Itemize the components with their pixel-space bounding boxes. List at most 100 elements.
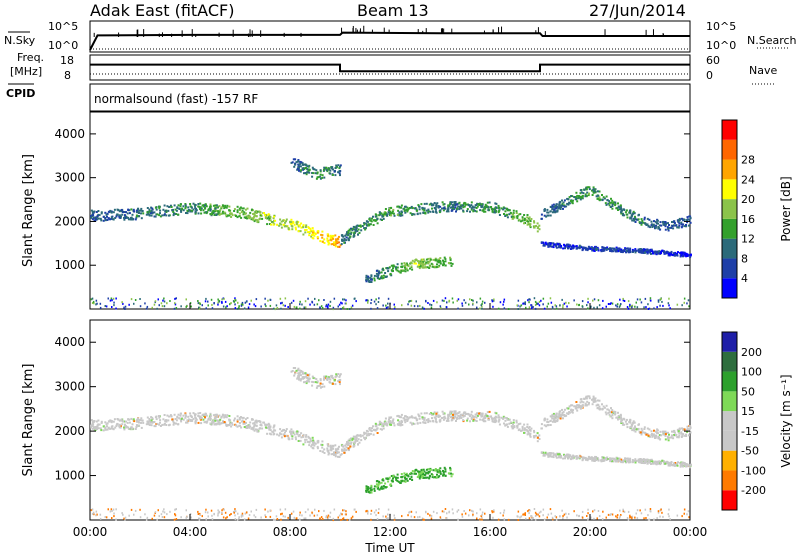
power-cell [423,307,425,310]
velocity-cell [244,426,247,429]
velocity-cell [387,517,389,520]
power-cell [596,197,599,200]
power-cell [476,301,478,304]
velocity-cell [209,419,212,422]
velocity-cell [631,429,634,432]
power-cell [543,244,546,247]
power-cell [372,215,374,218]
velocity-cell [482,420,485,423]
power-cell [243,216,246,219]
power-cell [131,213,134,216]
power-cell [571,202,574,205]
velocity-cell [369,429,372,432]
velocity-cell [423,418,426,421]
power-cell [136,211,139,214]
velocity-cell [629,419,632,422]
velocity-cell [598,407,601,410]
power-cell [172,210,175,213]
power-cell [226,305,228,308]
power-cell [506,216,509,219]
velocity-cell [393,518,396,521]
velocity-cell [225,424,228,427]
power-cell [547,302,550,305]
power-cell [329,300,332,303]
velocity-cell [325,375,328,378]
velocity-cell [301,514,303,517]
velocity-cell [345,449,348,452]
power-cell [156,307,158,310]
velocity-cell [453,410,456,413]
power-cell [396,269,399,272]
velocity-cell [337,380,340,383]
power-cell [449,202,452,205]
colorbar-segment [722,278,737,298]
power-cell [127,218,130,221]
velocity-cell [192,412,195,415]
velocity-cell [494,421,497,424]
power-cell [205,297,207,300]
power-cell [382,213,384,216]
velocity-cell [534,518,537,521]
velocity-cell [217,421,220,424]
power-cell [91,218,94,221]
velocity-cell [238,417,241,419]
power-cell [192,202,195,205]
power-cell [552,210,555,213]
velocity-cell [410,415,413,418]
velocity-cell [579,407,582,410]
velocity-cell [264,423,267,426]
power-cell [577,195,580,197]
power-cell [331,166,334,169]
power-cell [437,206,440,209]
velocity-cell [338,445,340,448]
power-cell [667,251,670,254]
velocity-cell [351,515,354,518]
power-cell [302,233,305,236]
power-cell [239,206,242,209]
velocity-cell [300,370,303,372]
power-cell [680,223,683,226]
power-cell [689,215,692,218]
velocity-cell [600,460,603,463]
power-cell [350,227,352,230]
velocity-cell [343,447,346,450]
power-cell [621,214,624,217]
velocity-cell [409,478,411,480]
power-cell [228,210,231,213]
velocity-cell [228,424,231,427]
power-cell [368,224,371,227]
power-cell [305,224,308,227]
velocity-cell [442,413,445,415]
velocity-cell [367,486,370,489]
velocity-cell [157,509,159,512]
power-cell [624,248,627,251]
power-cell [538,300,541,303]
power-cell [626,247,629,250]
power-cell [355,227,358,229]
velocity-cell [632,460,634,463]
power-cell [638,221,641,224]
velocity-cell [449,468,452,471]
power-cell [267,213,270,216]
power-cell [403,262,406,265]
power-cell [390,212,393,215]
velocity-cell [531,518,533,521]
velocity-cell [273,425,276,428]
power-cell [363,227,366,230]
velocity-cell [581,516,584,519]
power-cell [280,226,283,229]
power-cell [390,269,393,272]
velocity-cell [253,422,256,424]
velocity-cell [581,406,584,408]
velocity-cell [98,423,101,426]
velocity-cell [237,512,239,515]
velocity-cell [385,477,388,480]
velocity-cell [439,415,442,418]
velocity-cell [210,509,213,512]
velocity-cell [92,423,95,426]
velocity-cell [388,476,391,479]
velocity-cell [158,416,161,419]
velocity-cell [250,427,253,430]
power-cell [523,217,526,220]
power-cell [639,250,642,253]
